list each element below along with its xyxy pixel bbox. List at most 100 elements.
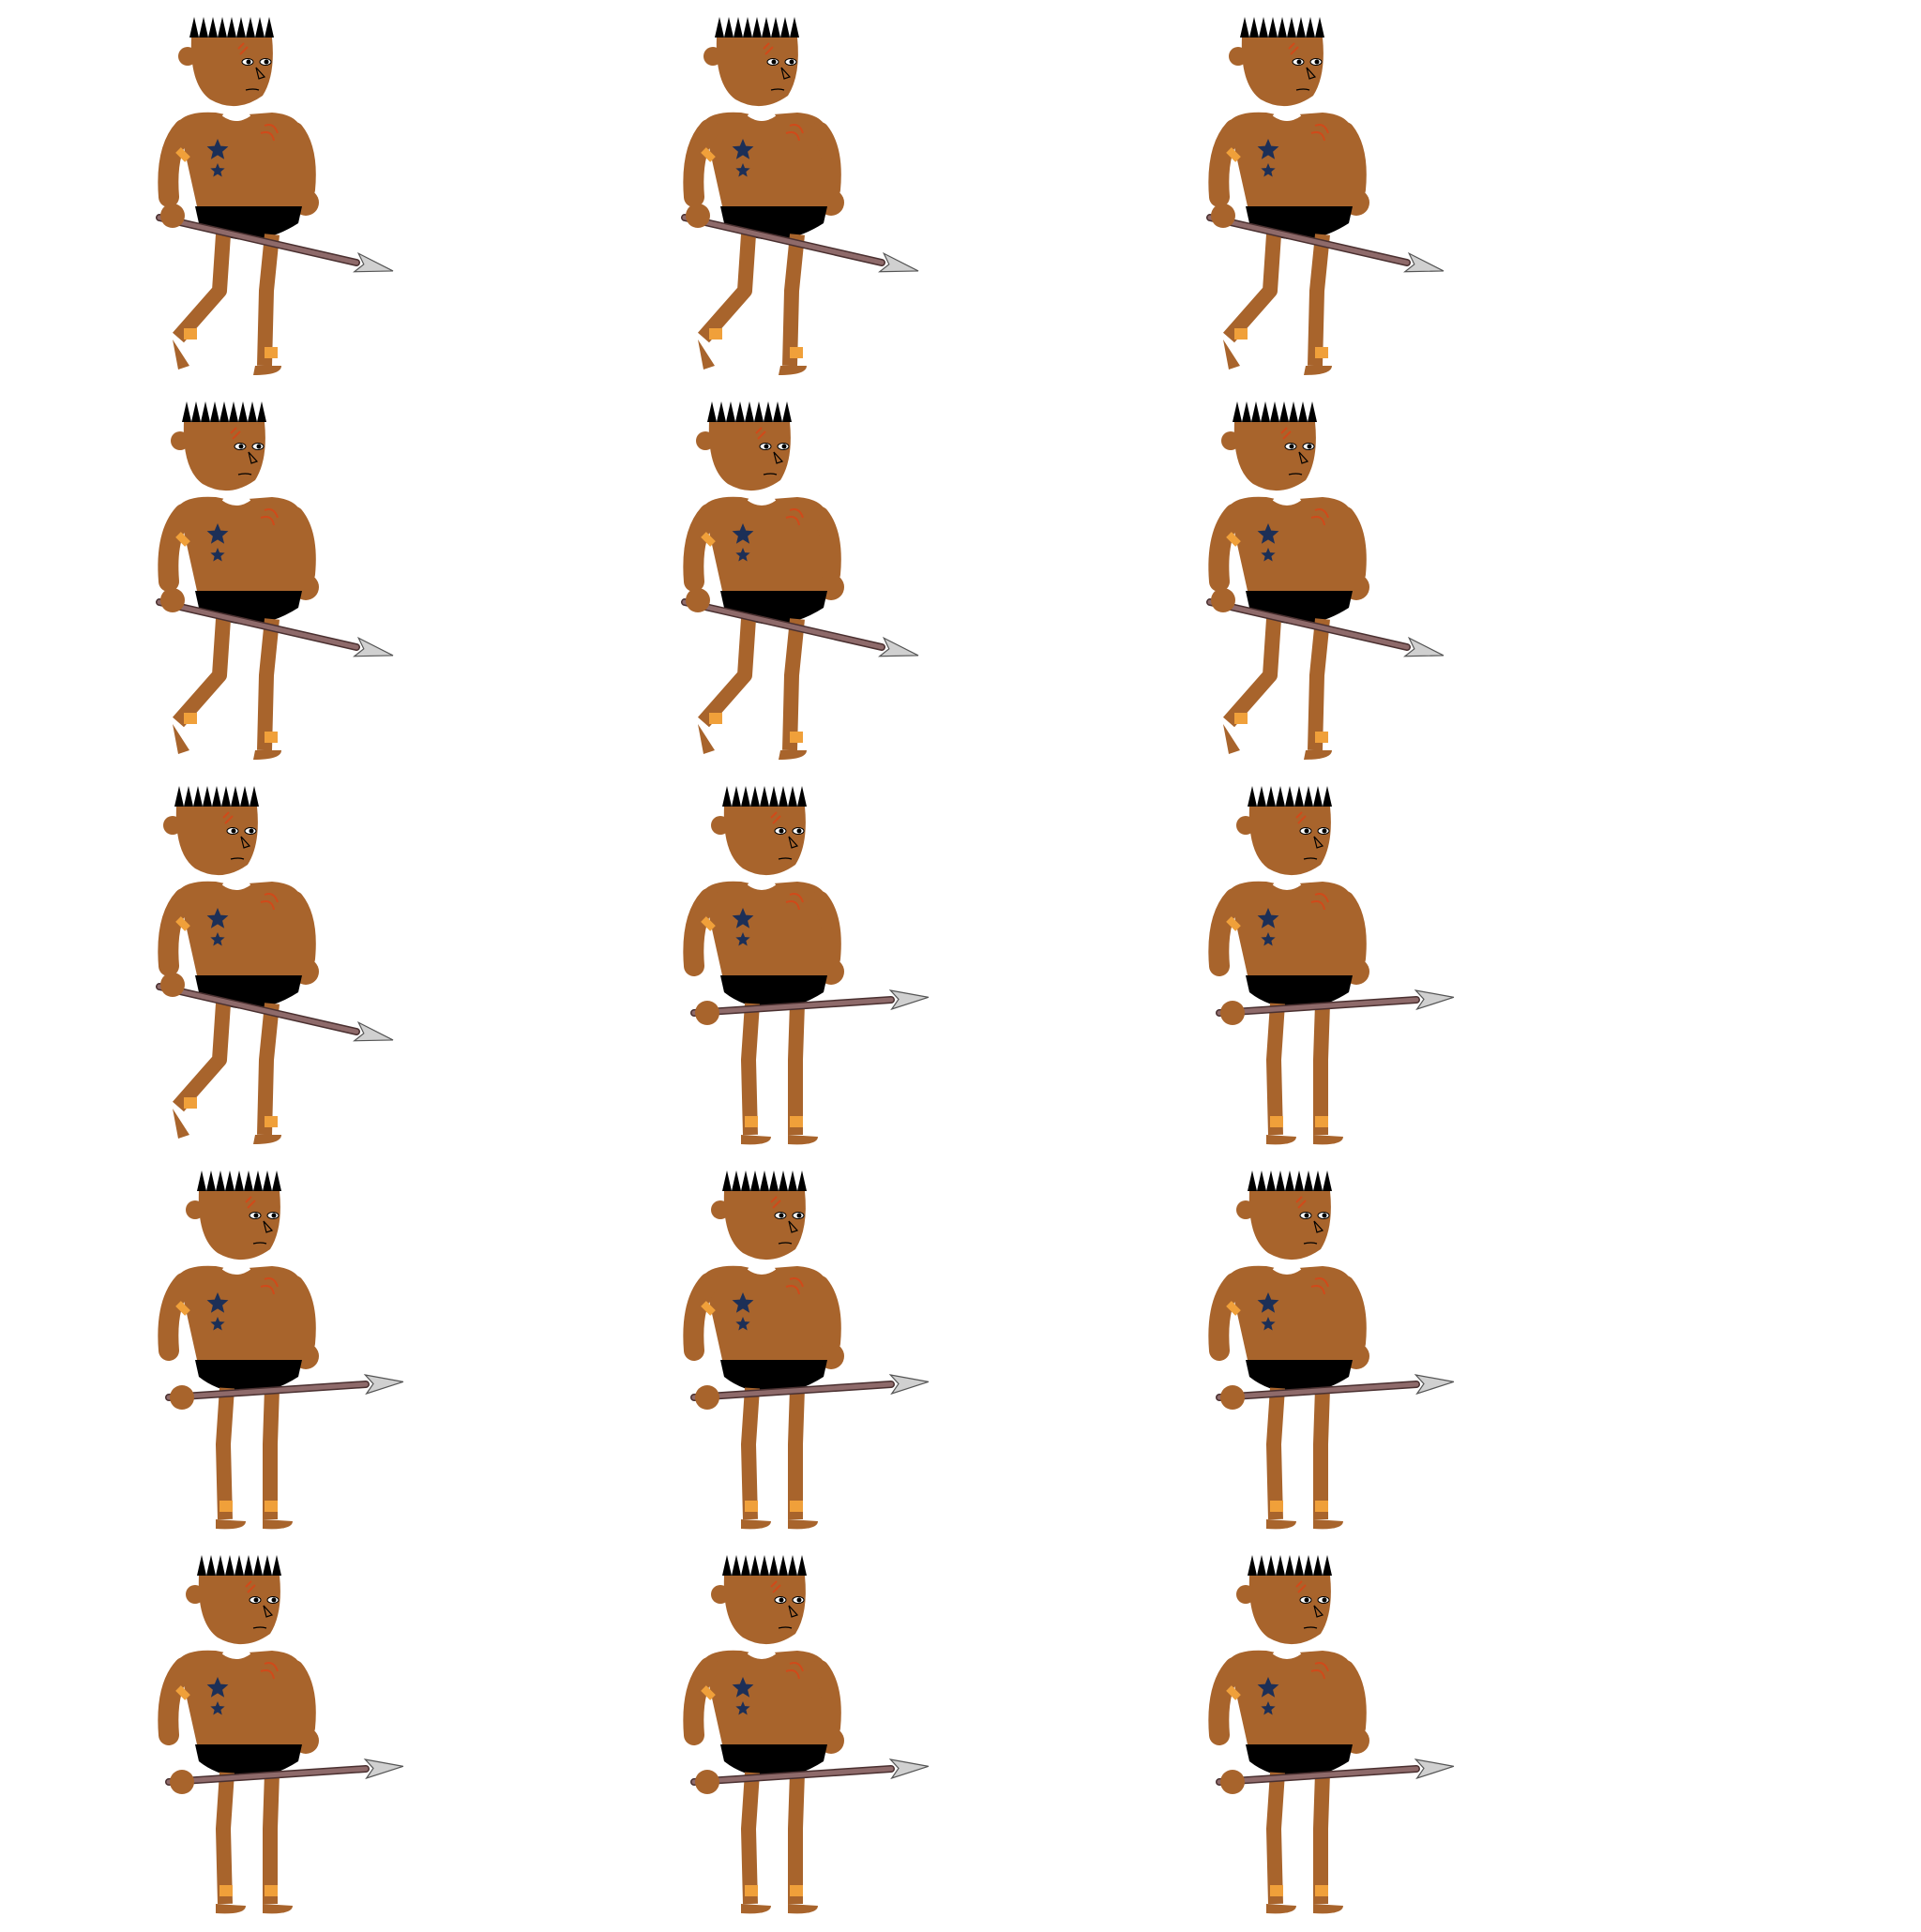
shoulder-scar	[260, 508, 279, 526]
scar-mark	[1295, 1580, 1307, 1593]
sprite-frame	[141, 778, 666, 1163]
torso	[1208, 1265, 1369, 1369]
nose	[263, 1605, 274, 1618]
nose	[788, 836, 799, 849]
anklet-left	[745, 1116, 758, 1127]
nose	[1306, 67, 1317, 80]
spear-head	[1403, 636, 1445, 657]
shoulder-scar	[1310, 124, 1329, 142]
hand-left	[1211, 204, 1235, 228]
hair-spikes	[1240, 17, 1324, 38]
foot-right	[1304, 366, 1332, 375]
arm-right	[1336, 122, 1367, 199]
spear-shaft	[691, 1381, 894, 1400]
pupil-left	[1296, 59, 1302, 65]
anklet-left	[1270, 1501, 1283, 1512]
pupil-left	[779, 828, 784, 834]
pupil-left	[764, 444, 769, 449]
anklet-left	[184, 713, 197, 724]
character	[1208, 1170, 1455, 1530]
leg-right	[257, 618, 280, 751]
anklet-right	[790, 1116, 803, 1127]
loincloth	[1246, 1744, 1353, 1778]
head	[1221, 401, 1317, 491]
hand-left	[170, 1385, 194, 1410]
leg-right	[1313, 1003, 1330, 1135]
arm-left	[158, 1273, 194, 1361]
scar-mark	[770, 1196, 781, 1209]
arm-right	[810, 1275, 841, 1352]
head	[171, 401, 266, 491]
sprite-frame	[1191, 1163, 1717, 1547]
hair-spikes	[1248, 786, 1332, 807]
hair-spikes	[722, 1170, 807, 1191]
nose	[773, 451, 784, 464]
shoulder-scar	[785, 508, 804, 526]
chest	[1229, 112, 1353, 206]
spear-head	[878, 636, 919, 657]
arm-left	[1208, 119, 1245, 207]
mouth	[778, 1242, 793, 1245]
foot-left	[173, 340, 189, 370]
nose	[255, 67, 266, 80]
shoulder-scar	[785, 1662, 804, 1680]
sprite-frame	[1191, 9, 1717, 394]
foot-right	[1313, 1135, 1343, 1145]
spear	[165, 1374, 404, 1401]
hand-left	[1220, 1385, 1245, 1410]
legs	[741, 1772, 818, 1914]
shoulder-scar	[1310, 1277, 1329, 1295]
collar	[747, 882, 777, 890]
chest	[1229, 1265, 1353, 1360]
leg-left	[172, 234, 231, 343]
mouth	[237, 473, 252, 475]
arm-right	[810, 1660, 841, 1737]
torso	[158, 881, 319, 985]
torso	[1208, 1650, 1369, 1754]
leg-right	[788, 1387, 805, 1519]
star-icon	[735, 1317, 750, 1331]
star-icon	[210, 1317, 225, 1331]
scar-mark	[755, 427, 766, 440]
pupil-left	[1304, 1597, 1309, 1603]
sprite-frame	[141, 394, 666, 778]
sprite-frame	[1191, 394, 1717, 778]
pupil-right	[796, 1597, 802, 1603]
foot-right	[1304, 750, 1332, 760]
star-icon	[1261, 1317, 1276, 1331]
arm-right	[285, 891, 316, 968]
spear-shaft	[1207, 215, 1410, 265]
star-icon	[732, 523, 754, 544]
character	[156, 401, 394, 760]
arm-left	[683, 119, 719, 207]
anklet-right	[265, 347, 278, 358]
character	[681, 17, 919, 375]
foot-right	[263, 1519, 293, 1530]
mouth	[763, 473, 778, 475]
anklet-left	[184, 328, 197, 340]
sprite-frame	[1191, 778, 1717, 1163]
spear-head	[888, 1374, 930, 1396]
collar	[747, 1266, 777, 1275]
arm-right	[810, 122, 841, 199]
anklet-right	[790, 732, 803, 743]
spear-head	[353, 636, 394, 657]
head	[1236, 1555, 1332, 1645]
sprite-frame	[666, 1163, 1191, 1547]
shoulder-scar	[1310, 1662, 1329, 1680]
shoulder-scar	[785, 893, 804, 911]
spear	[156, 983, 394, 1042]
character	[681, 401, 919, 760]
star-icon	[735, 163, 750, 177]
chest	[703, 1650, 827, 1744]
legs	[697, 618, 807, 760]
hand-left	[1220, 1770, 1245, 1794]
legs	[172, 1003, 281, 1144]
hair-spikes	[715, 17, 799, 38]
leg-left	[172, 618, 231, 728]
character	[683, 1170, 930, 1530]
armband	[1226, 1301, 1241, 1316]
head	[711, 1170, 807, 1260]
anklet-left	[745, 1501, 758, 1512]
mouth	[1303, 857, 1318, 860]
